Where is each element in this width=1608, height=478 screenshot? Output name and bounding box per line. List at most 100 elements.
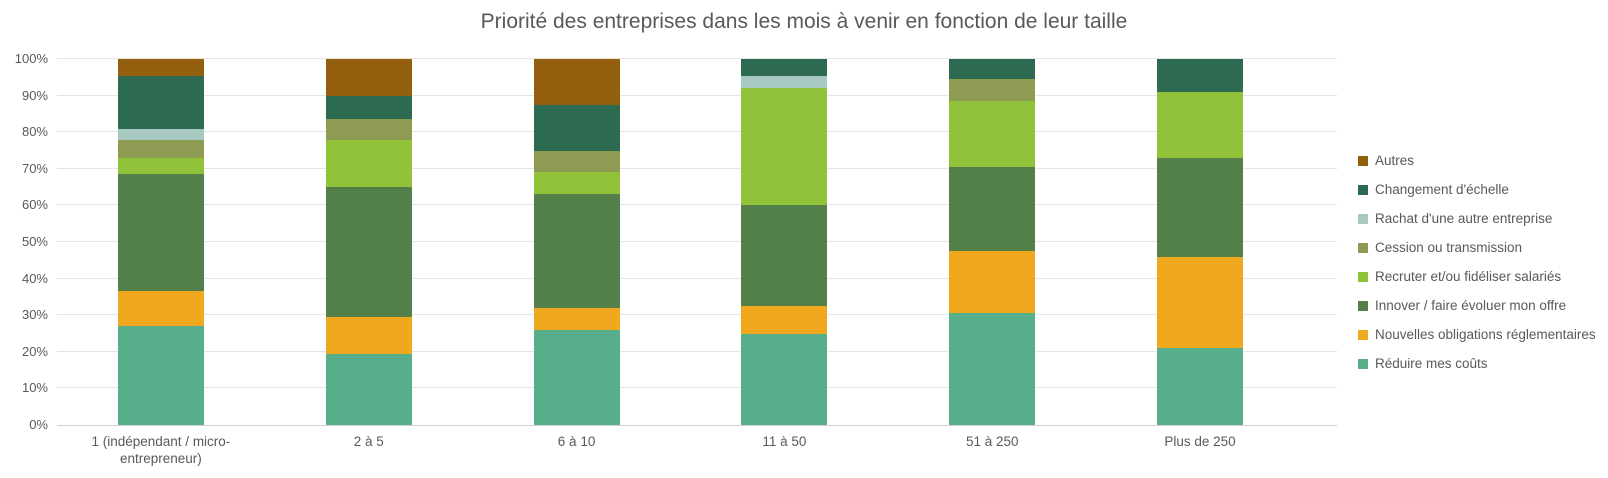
bar-segment[interactable] [533,104,620,151]
legend-item[interactable]: Nouvelles obligations réglementaires [1358,320,1596,349]
legend-item[interactable]: Innover / faire évoluer mon offre [1358,291,1596,320]
bar-segment[interactable] [949,59,1036,80]
bar-segment[interactable] [117,157,204,175]
gridline-20% [57,350,1337,352]
bar-segment[interactable] [1157,91,1244,158]
x-axis-label-text: 1 (indépendant / micro-entrepreneur) [91,434,231,466]
bar-segment[interactable] [325,95,412,120]
bar-slot [680,59,888,425]
bar-segment[interactable] [949,313,1036,425]
stacked-bar-6 [1157,59,1244,425]
legend-swatch-icon [1358,213,1368,224]
bar-segment[interactable] [117,174,204,292]
bar-segment[interactable] [1157,59,1244,92]
y-tick-label-60%: 60% [21,197,48,213]
x-axis-label: 6 à 10 [473,433,681,467]
legend-label: Recruter et/ou fidéliser salariés [1375,269,1562,284]
bar-segment[interactable] [325,187,412,318]
bar-segment[interactable] [325,317,412,354]
bar-segment[interactable] [117,75,204,129]
y-tick-label-30%: 30% [21,307,48,323]
gridline-100% [57,58,1337,59]
bar-segment[interactable] [325,353,412,425]
legend-item[interactable]: Cession ou transmission [1358,233,1596,262]
bar-slot [473,59,681,425]
x-axis-labels: 1 (indépendant / micro-entrepreneur) 2 à … [57,433,1304,467]
x-axis-label: 11 à 50 [680,433,888,467]
bar-segment[interactable] [117,326,204,425]
bar-slot [265,59,473,425]
bar-segment[interactable] [117,128,204,140]
bar-segment[interactable] [949,251,1036,314]
stacked-bar-5 [949,59,1036,425]
y-tick-label-100%: 100% [14,51,48,66]
legend-item[interactable]: Rachat d'une autre entreprise [1358,204,1596,233]
y-tick-label-10%: 10% [21,380,48,396]
y-tick-label-80%: 80% [21,124,48,140]
gridline-30% [57,314,1337,316]
bar-segment[interactable] [741,205,828,307]
bar-segment[interactable] [533,172,620,195]
y-tick-label-50%: 50% [21,234,48,249]
bar-segment[interactable] [533,307,620,330]
bar-segment[interactable] [741,333,828,425]
stacked-bar-1 [117,59,204,425]
bar-segment[interactable] [949,101,1036,167]
legend-swatch-icon [1358,242,1368,253]
bar-segment[interactable] [1157,157,1244,257]
bar-segment[interactable] [1157,256,1244,349]
legend-swatch-icon [1358,329,1368,340]
bar-segment[interactable] [325,139,412,188]
legend-label: Rachat d'une autre entreprise [1375,211,1553,226]
bar-slot [57,59,265,425]
bar-segment[interactable] [117,139,204,158]
legend-swatch-icon [1358,184,1368,195]
x-axis-label-text: 51 à 250 [965,434,1019,449]
x-axis-label-text: 2 à 5 [353,434,384,449]
bar-segment[interactable] [117,291,204,327]
legend-label: Autres [1375,153,1415,168]
bar-segment[interactable] [117,59,204,76]
x-axis-label: 51 à 250 [888,433,1096,467]
bar-segment[interactable] [741,88,828,206]
x-axis-label-text: 11 à 50 [762,434,807,449]
gridline-10% [57,387,1337,389]
bar-segment[interactable] [741,59,828,76]
x-axis-label: 1 (indépendant / micro-entrepreneur) [57,433,265,467]
legend-swatch-icon [1358,300,1368,311]
y-tick-label-90%: 90% [21,87,48,103]
legend-swatch-icon [1358,271,1368,282]
legend-label: Cession ou transmission [1375,240,1523,255]
gridline-60% [57,204,1337,206]
bar-slot [1096,59,1304,425]
legend-label: Nouvelles obligations réglementaires [1375,327,1596,342]
bar-segment[interactable] [741,306,828,334]
legend-item[interactable]: Changement d'échelle [1358,175,1596,204]
bar-segment[interactable] [533,194,620,308]
legend-label: Innover / faire évoluer mon offre [1375,298,1567,313]
x-axis-label: 2 à 5 [265,433,473,467]
gridline-80% [57,131,1337,133]
gridline-50% [57,241,1337,242]
legend-item[interactable]: Recruter et/ou fidéliser salariés [1358,262,1596,291]
legend-item[interactable]: Réduire mes coûts [1358,349,1596,378]
x-axis-line [57,425,1337,426]
bar-segment[interactable] [741,75,828,89]
x-axis-label: Plus de 250 [1096,433,1304,467]
legend-item[interactable]: Autres [1358,146,1596,175]
stacked-bar-3 [533,59,620,425]
bar-segment[interactable] [949,79,1036,102]
bar-segment[interactable] [533,150,620,173]
y-tick-label-70%: 70% [21,160,48,176]
legend: Autres Changement d'échelle Rachat d'une a… [1358,146,1596,378]
bar-segment[interactable] [949,166,1036,252]
x-axis-label-text: Plus de 250 [1164,434,1236,449]
bar-segment[interactable] [533,59,620,105]
y-tick-label-20%: 20% [21,343,48,359]
bar-segment[interactable] [325,119,412,140]
x-axis-label-text: 6 à 10 [557,434,596,449]
bar-segment[interactable] [533,329,620,425]
bar-segment[interactable] [325,59,412,96]
bar-segment[interactable] [1157,348,1244,425]
